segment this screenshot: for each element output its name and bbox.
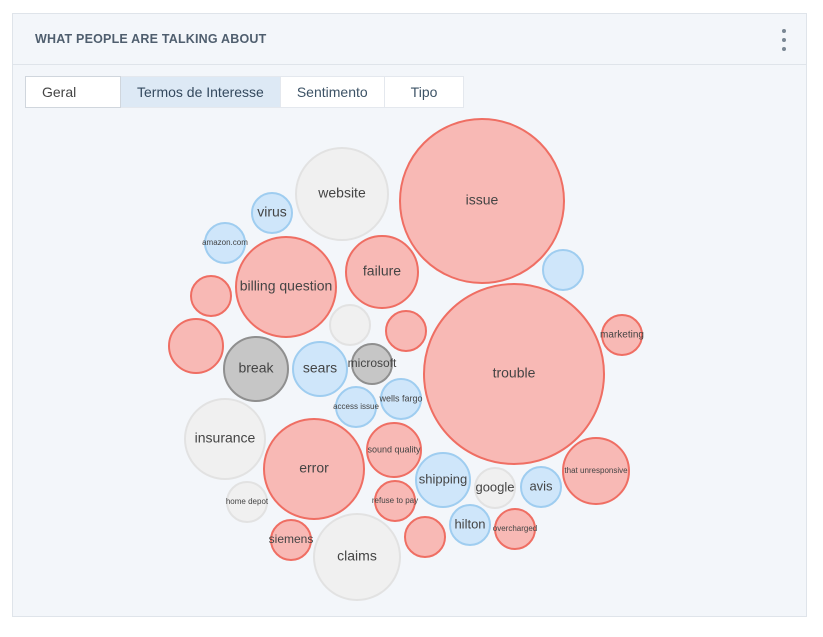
bubble-shipping[interactable]: shipping bbox=[415, 452, 471, 508]
bubble-google[interactable]: google bbox=[474, 467, 516, 509]
bubble-access-issue-circle[interactable] bbox=[335, 386, 377, 428]
tab-termos-de-interesse[interactable]: Termos de Interesse bbox=[121, 76, 281, 108]
bubble-error-circle[interactable] bbox=[263, 418, 365, 520]
bubble-failure-circle[interactable] bbox=[345, 235, 419, 309]
tab-geral[interactable]: Geral bbox=[25, 76, 121, 108]
bubble-blank-31-circle[interactable] bbox=[404, 516, 446, 558]
bubble-avis[interactable]: avis bbox=[520, 466, 562, 508]
bubble-virus[interactable]: virus bbox=[251, 192, 293, 234]
bubble-hilton[interactable]: hilton bbox=[449, 504, 491, 546]
bubble-failure[interactable]: failure bbox=[345, 235, 419, 309]
bubble-billing-question-circle[interactable] bbox=[235, 236, 337, 338]
bubble-insurance[interactable]: insurance bbox=[184, 398, 266, 480]
bubble-sound-quality-circle[interactable] bbox=[366, 422, 422, 478]
bubble-website-circle[interactable] bbox=[295, 147, 389, 241]
bubble-that-unresponsive-circle[interactable] bbox=[562, 437, 630, 505]
bubble-blank-10[interactable] bbox=[385, 310, 427, 352]
bubble-google-circle[interactable] bbox=[474, 467, 516, 509]
bubble-sound-quality[interactable]: sound quality bbox=[366, 422, 422, 478]
bubble-overcharged[interactable]: overcharged bbox=[493, 508, 537, 550]
bubble-website[interactable]: website bbox=[295, 147, 389, 241]
tab-bar: Geral Termos de Interesse Sentimento Tip… bbox=[25, 76, 465, 108]
bubble-overcharged-circle[interactable] bbox=[494, 508, 536, 550]
bubble-microsoft[interactable]: microsoft bbox=[348, 343, 397, 385]
bubble-blank-9[interactable] bbox=[329, 304, 371, 346]
bubble-trouble-circle[interactable] bbox=[423, 283, 605, 465]
bubble-refuse-to-pay[interactable]: refuse to pay bbox=[372, 480, 418, 522]
bubble-shipping-circle[interactable] bbox=[415, 452, 471, 508]
bubble-blank-8[interactable] bbox=[190, 275, 232, 317]
bubble-claims[interactable]: claims bbox=[313, 513, 401, 601]
tab-sentimento[interactable]: Sentimento bbox=[280, 76, 385, 108]
bubble-error[interactable]: error bbox=[263, 418, 365, 520]
bubble-blank-9-circle[interactable] bbox=[329, 304, 371, 346]
bubble-blank-7[interactable] bbox=[542, 249, 584, 291]
bubble-break-circle[interactable] bbox=[223, 336, 289, 402]
panel-title: WHAT PEOPLE ARE TALKING ABOUT bbox=[35, 32, 267, 46]
bubble-blank-10-circle[interactable] bbox=[385, 310, 427, 352]
bubble-insurance-circle[interactable] bbox=[184, 398, 266, 480]
bubble-amazon-com[interactable]: amazon.com bbox=[202, 222, 248, 264]
bubble-trouble[interactable]: trouble bbox=[423, 283, 605, 465]
bubble-sears[interactable]: sears bbox=[292, 341, 348, 397]
bubble-blank-7-circle[interactable] bbox=[542, 249, 584, 291]
bubble-blank-12[interactable] bbox=[168, 318, 224, 374]
bubble-issue[interactable]: issue bbox=[399, 118, 565, 284]
bubble-home-depot[interactable]: home depot bbox=[226, 481, 269, 523]
bubble-marketing-circle[interactable] bbox=[601, 314, 643, 356]
bubble-break[interactable]: break bbox=[223, 336, 289, 402]
bubble-billing-question[interactable]: billing question bbox=[235, 236, 337, 338]
panel-header: WHAT PEOPLE ARE TALKING ABOUT bbox=[13, 14, 806, 65]
bubble-avis-circle[interactable] bbox=[520, 466, 562, 508]
bubble-siemens-circle[interactable] bbox=[270, 519, 312, 561]
bubble-hilton-circle[interactable] bbox=[449, 504, 491, 546]
bubble-refuse-to-pay-circle[interactable] bbox=[374, 480, 416, 522]
bubble-wells-fargo[interactable]: wells fargo bbox=[378, 378, 423, 420]
bubble-access-issue[interactable]: access issue bbox=[333, 386, 379, 428]
bubble-claims-circle[interactable] bbox=[313, 513, 401, 601]
bubble-blank-8-circle[interactable] bbox=[190, 275, 232, 317]
bubble-home-depot-circle[interactable] bbox=[226, 481, 268, 523]
bubble-wells-fargo-circle[interactable] bbox=[380, 378, 422, 420]
bubble-blank-31[interactable] bbox=[404, 516, 446, 558]
bubble-siemens[interactable]: siemens bbox=[269, 519, 314, 561]
bubble-issue-circle[interactable] bbox=[399, 118, 565, 284]
bubble-marketing[interactable]: marketing bbox=[600, 314, 644, 356]
tab-tipo[interactable]: Tipo bbox=[384, 76, 465, 108]
bubble-microsoft-circle[interactable] bbox=[351, 343, 393, 385]
bubble-blank-12-circle[interactable] bbox=[168, 318, 224, 374]
bubble-sears-circle[interactable] bbox=[292, 341, 348, 397]
bubble-that-unresponsive[interactable]: that unresponsive bbox=[562, 437, 630, 505]
talk-panel: WHAT PEOPLE ARE TALKING ABOUT Geral Term… bbox=[12, 13, 807, 617]
bubble-amazon-com-circle[interactable] bbox=[204, 222, 246, 264]
bubble-virus-circle[interactable] bbox=[251, 192, 293, 234]
vertical-ellipsis-icon[interactable] bbox=[780, 27, 788, 53]
